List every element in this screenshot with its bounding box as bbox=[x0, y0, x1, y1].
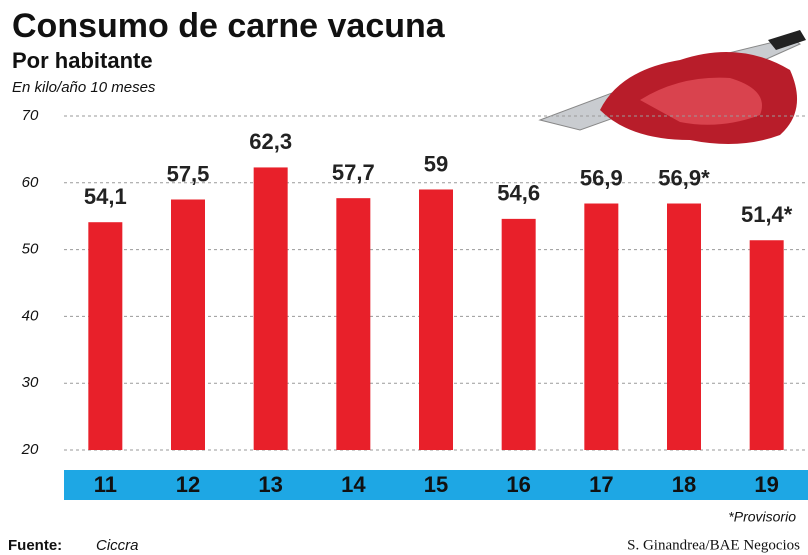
y-tick-label: 40 bbox=[22, 307, 39, 324]
chart-title: Consumo de carne vacuna bbox=[12, 7, 446, 45]
x-tick-label: 13 bbox=[258, 472, 282, 497]
value-label: 54,1 bbox=[84, 184, 127, 209]
value-label: 54,6 bbox=[497, 181, 540, 206]
source: Ciccra bbox=[96, 537, 139, 554]
chart: Consumo de carne vacuna Por habitante En… bbox=[0, 0, 808, 555]
value-label: 51,4* bbox=[741, 202, 793, 227]
y-tick-label: 30 bbox=[22, 374, 39, 391]
bar bbox=[502, 219, 536, 450]
value-label: 57,7 bbox=[332, 160, 375, 185]
source-label: Fuente: bbox=[8, 537, 62, 554]
value-label: 59 bbox=[424, 151, 448, 176]
x-tick-label: 15 bbox=[424, 472, 448, 497]
x-tick-label: 18 bbox=[672, 472, 696, 497]
bar bbox=[584, 204, 618, 450]
value-label: 57,5 bbox=[167, 161, 210, 186]
value-label: 56,9* bbox=[658, 165, 710, 190]
bar bbox=[667, 204, 701, 450]
value-label: 56,9 bbox=[580, 165, 623, 190]
x-tick-label: 17 bbox=[589, 472, 613, 497]
credit: S. Ginandrea/BAE Negocios bbox=[627, 537, 800, 553]
x-tick-label: 14 bbox=[341, 472, 366, 497]
bar bbox=[88, 222, 122, 450]
footnote: *Provisorio bbox=[728, 509, 796, 525]
unit-note: En kilo/año 10 meses bbox=[12, 79, 156, 96]
y-tick-label: 70 bbox=[22, 107, 39, 124]
bar bbox=[171, 200, 205, 451]
y-tick-label: 20 bbox=[21, 441, 39, 458]
bar bbox=[336, 198, 370, 450]
x-tick-label: 19 bbox=[754, 472, 778, 497]
x-tick-label: 16 bbox=[506, 472, 530, 497]
bar bbox=[750, 240, 784, 450]
meat-illustration bbox=[540, 30, 806, 144]
value-label: 62,3 bbox=[249, 129, 292, 154]
chart-subtitle: Por habitante bbox=[12, 48, 153, 73]
bar bbox=[419, 189, 453, 450]
y-tick-label: 60 bbox=[22, 174, 39, 191]
x-tick-label: 11 bbox=[94, 472, 117, 497]
bar bbox=[254, 167, 288, 450]
y-tick-label: 50 bbox=[22, 241, 39, 258]
x-tick-label: 12 bbox=[176, 472, 200, 497]
